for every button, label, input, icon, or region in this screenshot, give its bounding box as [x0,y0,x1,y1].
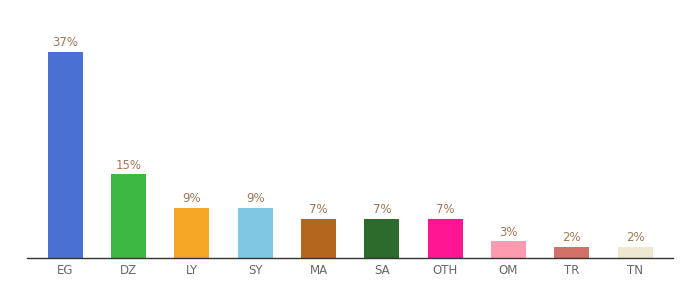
Bar [554,247,590,258]
Bar [364,219,399,258]
Text: 15%: 15% [116,159,141,172]
Text: 9%: 9% [182,192,201,205]
Text: 7%: 7% [373,203,391,216]
Text: 7%: 7% [436,203,454,216]
Bar [48,52,82,258]
Text: 9%: 9% [246,192,265,205]
Text: 2%: 2% [626,231,645,244]
Bar [618,247,653,258]
Text: 7%: 7% [309,203,328,216]
Text: 3%: 3% [499,226,517,238]
Bar [491,241,526,258]
Text: 37%: 37% [52,36,78,49]
Text: 2%: 2% [562,231,581,244]
Bar [301,219,336,258]
Bar [175,208,209,258]
Bar [238,208,273,258]
Bar [428,219,462,258]
Bar [111,174,146,258]
